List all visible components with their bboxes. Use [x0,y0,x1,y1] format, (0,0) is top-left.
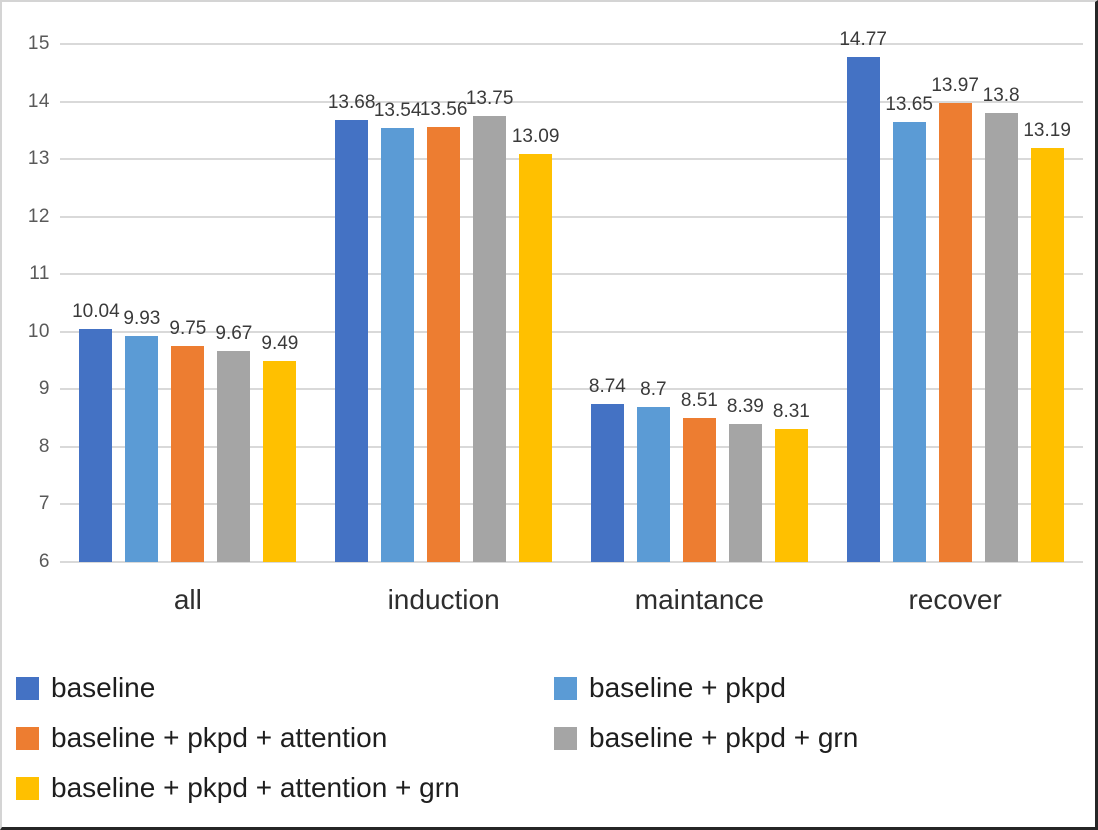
bar: 9.49 [261,333,298,562]
bar-group-maintance: 8.74 8.7 8.51 8.39 8.31 [572,44,828,562]
legend-swatch-icon [16,726,39,750]
gridline [60,561,1083,563]
bar: 8.51 [681,390,718,562]
bar: 13.65 [885,94,933,562]
bar: 13.09 [512,126,559,562]
bar-group-recover: 14.77 13.65 13.97 13.8 13.19 [827,29,1083,562]
legend-label: baseline + pkpd [589,672,786,703]
legend-item: baseline [16,672,554,704]
bar: 13.8 [983,85,1020,562]
legend-item: baseline + pkpd [554,672,1086,704]
y-axis-tick-label: 10 [27,320,50,342]
y-axis: 15 14 13 12 11 10 9 8 7 6 [2,33,50,572]
bar-data-label: 9.75 [169,318,207,340]
legend-swatch-icon [554,726,577,750]
y-axis-tick-label: 11 [29,263,50,285]
bar-data-label: 8.31 [772,401,810,423]
bar-groups: 10.04 9.93 9.75 9.67 9.49 13.68 13.54 13.56 13.7… [60,29,1083,562]
bar: 13.97 [931,75,979,562]
bar: 13.19 [1023,120,1071,562]
bar-data-label: 8.7 [640,378,667,400]
bar-group-induction: 13.68 13.54 13.56 13.75 13.09 [316,44,572,562]
bar: 8.31 [773,401,810,562]
y-axis-tick-label: 9 [38,378,50,400]
bar-data-label: 10.04 [72,301,120,323]
y-axis-tick-label: 15 [27,33,50,54]
plot-area: 10.04 9.93 9.75 9.67 9.49 13.68 13.54 13.56 13.7… [60,29,1083,563]
legend-label: baseline + pkpd + attention + grn [51,772,460,803]
bar-data-label: 13.8 [982,85,1020,107]
bar-data-label: 13.68 [327,91,376,113]
legend-item: baseline + pkpd + attention + grn [16,772,554,804]
x-axis-category-label: induction [387,584,500,615]
y-axis-tick-label: 8 [38,435,50,457]
legend: baseline baseline + pkpd baseline + pkpd +… [16,672,1086,804]
legend-label: baseline + pkpd + attention [51,722,388,753]
gridline [60,445,1083,448]
bar: 13.75 [466,88,513,562]
gridline [60,158,1083,161]
bar-data-label: 13.19 [1023,120,1071,142]
y-axis-tick-label: 14 [27,90,50,112]
x-axis: all induction maintance recover [60,584,1083,616]
bar-data-label: 13.65 [885,93,933,115]
bar: 13.56 [420,99,467,562]
legend-label: baseline + pkpd + grn [589,722,859,753]
y-axis-tick-label: 7 [38,493,50,515]
x-axis-category-label: maintance [634,584,764,615]
bar: 13.68 [328,92,375,562]
bar-data-label: 13.75 [465,87,514,109]
gridlines [60,43,1083,563]
bar-data-label: 8.39 [726,396,764,418]
bar: 9.93 [123,308,160,562]
y-axis-tick-label: 6 [38,551,50,572]
legend-item: baseline + pkpd + attention [16,722,554,754]
bar-data-label: 13.56 [419,98,468,120]
y-axis-tick-label: 12 [27,205,50,227]
bar: 8.39 [727,396,764,562]
legend-swatch-icon [16,676,39,700]
gridline [60,503,1083,506]
gridline [60,388,1083,391]
bar: 10.04 [72,301,120,562]
bar-data-label: 8.74 [588,376,626,398]
bar-data-label: 13.54 [373,100,422,122]
bar: 14.77 [839,29,887,562]
bar-data-label: 13.97 [931,75,979,97]
gridline [60,100,1083,103]
bar-data-label: 13.09 [511,125,560,147]
legend-swatch-icon [554,676,577,700]
bar: 9.67 [215,323,252,562]
bar-group-all: 10.04 9.93 9.75 9.67 9.49 [60,44,316,562]
bar-data-label: 8.51 [680,389,718,411]
bar-data-label: 14.77 [839,29,887,51]
x-axis-category-label: all [173,584,202,615]
y-axis-tick-label: 13 [27,148,50,170]
legend-swatch-icon [16,776,39,800]
bar: 8.7 [636,379,670,562]
bar: 8.74 [589,376,626,562]
legend-item: baseline + pkpd + grn [554,722,1086,754]
bar-data-label: 9.93 [123,307,161,329]
bar: 13.54 [374,100,421,562]
legend-label: baseline [51,672,156,703]
gridline [60,43,1083,45]
x-axis-category-label: recover [908,584,1002,615]
bar-data-label: 9.67 [215,322,253,344]
gridline [60,215,1083,218]
gridline [60,273,1083,276]
bar-data-label: 9.49 [261,333,299,355]
bar: 9.75 [169,318,206,562]
gridline [60,330,1083,333]
